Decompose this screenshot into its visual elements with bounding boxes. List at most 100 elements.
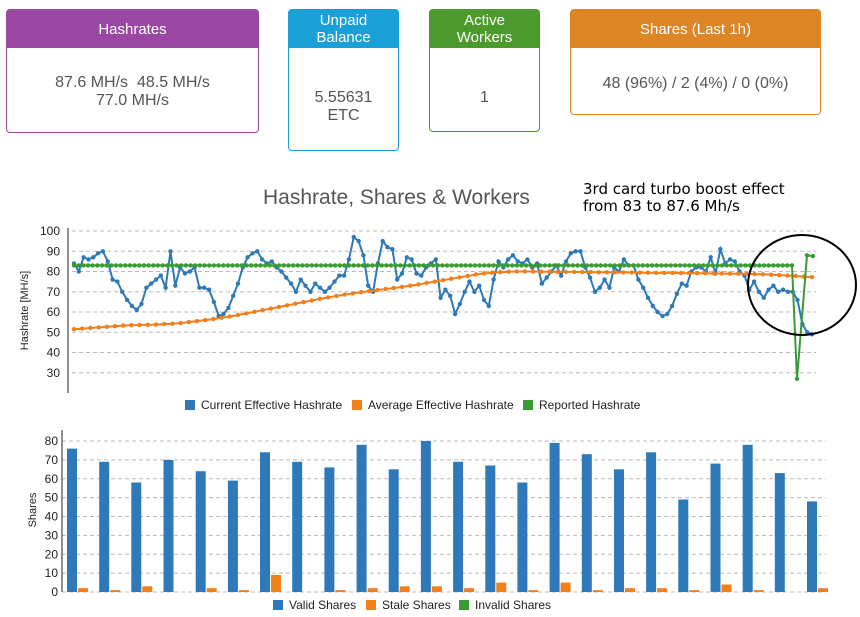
hashrate-series-0 <box>71 234 815 337</box>
data-point <box>221 263 226 268</box>
data-point <box>715 263 720 268</box>
data-point <box>575 263 580 268</box>
data-point <box>165 263 170 268</box>
data-point <box>677 263 683 268</box>
data-point <box>637 270 642 275</box>
data-point <box>85 263 91 268</box>
data-point <box>390 247 395 252</box>
data-point <box>244 311 249 316</box>
data-point <box>777 272 782 278</box>
data-point <box>197 285 202 290</box>
data-point <box>76 263 81 268</box>
valid-share-bar <box>324 467 335 592</box>
data-point <box>514 269 519 274</box>
data-point <box>293 301 298 306</box>
data-point <box>309 298 314 303</box>
data-point <box>231 293 236 298</box>
data-point <box>163 285 168 290</box>
data-point <box>649 263 655 268</box>
data-point <box>531 269 536 274</box>
data-point <box>137 322 142 328</box>
data-point <box>626 263 631 268</box>
valid-share-bar <box>356 444 367 592</box>
data-point <box>284 275 289 280</box>
data-point <box>559 273 564 278</box>
shares-values: 48 (96%) / 2 (4%) / 0 (0%) <box>571 48 820 93</box>
data-point <box>789 263 795 268</box>
data-point <box>269 259 274 264</box>
data-point <box>457 301 463 307</box>
data-point <box>433 257 438 262</box>
data-point <box>356 238 361 244</box>
data-point <box>544 275 549 280</box>
data-point <box>255 249 260 254</box>
data-point <box>129 303 135 309</box>
annotation-line2: from 83 to 87.6 Mh/s <box>583 197 740 215</box>
data-point <box>719 263 725 268</box>
data-point <box>365 263 370 268</box>
unpaid-balance-unit: ETC <box>327 107 360 124</box>
data-point <box>795 297 800 303</box>
data-point <box>794 376 800 381</box>
data-point <box>588 269 593 275</box>
data-point <box>785 289 791 294</box>
data-point <box>145 322 150 327</box>
data-point <box>621 270 626 275</box>
shares-y-tick: 60 <box>45 472 59 486</box>
data-point <box>235 281 241 286</box>
stale-share-bar <box>496 582 507 592</box>
data-point <box>760 272 765 277</box>
data-point <box>580 263 585 268</box>
stale-share-bar <box>753 590 764 592</box>
data-point <box>317 285 323 290</box>
data-point <box>776 289 781 294</box>
data-point <box>592 289 598 294</box>
stale-share-bar <box>142 586 153 592</box>
data-point <box>430 263 436 268</box>
data-point <box>645 270 651 275</box>
data-point <box>443 287 448 292</box>
data-point <box>682 263 687 268</box>
data-point <box>288 281 294 286</box>
data-point <box>596 270 601 275</box>
data-point <box>426 263 431 268</box>
data-point <box>804 253 810 258</box>
series-line <box>73 235 813 336</box>
data-point <box>457 275 462 280</box>
data-point <box>115 279 120 284</box>
data-point <box>775 263 781 268</box>
hashrate-y-tick: 50 <box>47 325 61 339</box>
data-point <box>226 305 231 311</box>
data-point <box>686 270 692 276</box>
data-point <box>710 263 715 268</box>
data-point <box>594 263 599 268</box>
data-point <box>444 263 450 268</box>
data-point <box>380 238 385 244</box>
valid-share-bar <box>485 465 496 592</box>
data-point <box>219 315 224 320</box>
data-point <box>580 269 585 275</box>
data-point <box>160 263 165 268</box>
data-point <box>235 263 240 268</box>
data-point <box>197 263 203 268</box>
data-point <box>139 301 144 307</box>
data-point <box>440 263 445 268</box>
data-point <box>454 263 459 268</box>
data-point <box>341 273 347 278</box>
data-point <box>211 299 217 305</box>
data-point <box>780 287 786 292</box>
data-point <box>295 263 300 268</box>
data-point <box>90 263 95 268</box>
data-point <box>462 289 467 294</box>
data-point <box>99 263 105 268</box>
data-point <box>276 304 282 310</box>
data-point <box>194 318 200 324</box>
hashrates-line2: 77.0 MH/s <box>96 92 169 109</box>
data-point <box>412 263 417 268</box>
data-point <box>438 295 443 300</box>
data-point <box>361 253 366 258</box>
data-point <box>104 324 110 329</box>
data-point <box>258 263 263 268</box>
data-point <box>705 263 711 268</box>
data-point <box>587 275 593 280</box>
